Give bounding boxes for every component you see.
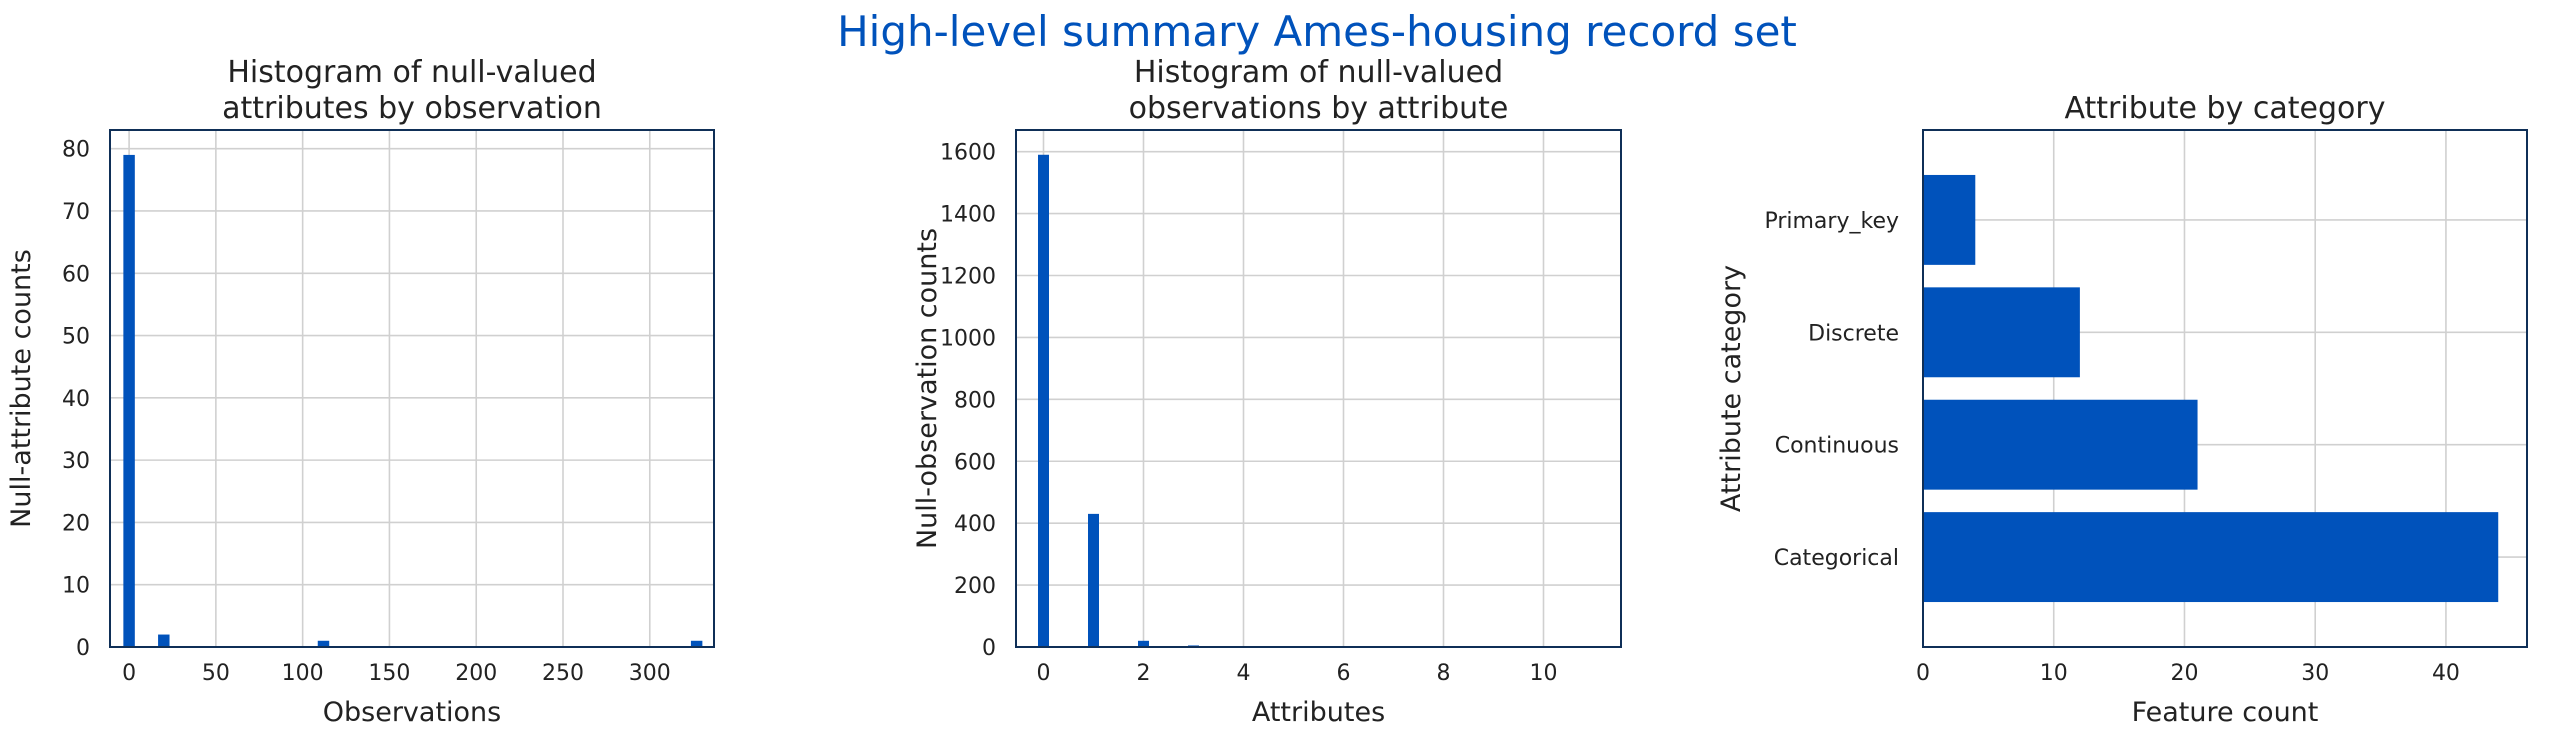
- chart-1-ytick-1: 200: [954, 574, 996, 599]
- chart-0-frame: [109, 129, 715, 648]
- chart-0-xtick-2: 100: [282, 661, 324, 686]
- chart-1-bar-1: [1088, 513, 1099, 647]
- chart-1-title-line-1: observations by attribute: [1129, 91, 1509, 126]
- chart-0-xtick-1: 50: [202, 661, 230, 686]
- chart-0-xtick-5: 250: [542, 661, 584, 686]
- chart-1-frame: [1015, 129, 1622, 648]
- chart-2-xtick-3: 30: [2301, 661, 2329, 686]
- chart-2-ytick-1: Continuous: [1775, 434, 1899, 459]
- chart-1-xtick-3: 6: [1337, 661, 1351, 686]
- chart-0-xtick-6: 300: [629, 661, 671, 686]
- chart-null-observations-by-attribute: 0 2 4 6 8 10 0 200 400 600 800 1000 1200 1400 1600 Attr…: [912, 55, 1622, 728]
- chart-1-title-line-0: Histogram of null-valued: [1134, 55, 1503, 90]
- chart-0-ylabel: Null-attribute counts: [6, 249, 37, 528]
- chart-1-ytick-4: 800: [954, 388, 996, 413]
- chart-0-ytick-7: 70: [62, 200, 90, 225]
- chart-1-bar-0: [1038, 154, 1049, 647]
- chart-1-bar-2: [1138, 640, 1149, 647]
- chart-1-ytick-6: 1200: [940, 265, 996, 290]
- chart-1-xtick-0: 0: [1037, 661, 1051, 686]
- chart-1-xtick-1: 2: [1137, 661, 1151, 686]
- chart-0-ytick-5: 50: [62, 325, 90, 350]
- chart-2-xlabel: Feature count: [2132, 697, 2319, 728]
- chart-0-title-line-1: attributes by observation: [222, 91, 602, 126]
- chart-1-ytick-2: 400: [954, 512, 996, 537]
- chart-0-bar-3: [690, 640, 703, 647]
- chart-2-ytick-2: Discrete: [1808, 321, 1899, 346]
- chart-2-bar-2: [1923, 287, 2080, 378]
- chart-1-xtick-5: 10: [1530, 661, 1558, 686]
- chart-0-bar-2: [317, 640, 330, 647]
- chart-1-ytick-0: 0: [982, 636, 996, 661]
- chart-0-ytick-3: 30: [62, 449, 90, 474]
- chart-2-ylabel: Attribute category: [1716, 265, 1747, 512]
- chart-2-bar-3: [1923, 174, 1976, 265]
- chart-1-xtick-4: 8: [1437, 661, 1451, 686]
- chart-0-xtick-3: 150: [368, 661, 410, 686]
- chart-2-frame: [1922, 129, 2528, 648]
- chart-1-ylabel: Null-observation counts: [912, 228, 943, 549]
- chart-2-xtick-4: 40: [2432, 661, 2460, 686]
- chart-0-bar-1: [158, 634, 170, 647]
- figure-suptitle: High-level summary Ames-housing record s…: [837, 7, 1797, 56]
- chart-2-title-line-0: Attribute by category: [2065, 91, 2386, 126]
- chart-2-xtick-1: 10: [2040, 661, 2068, 686]
- chart-null-attributes-by-observation: 0 50 100 150 200 250 300 0 10 20 30 40 50 60 70 80 Obser…: [6, 55, 715, 728]
- chart-1-ytick-3: 600: [954, 450, 996, 475]
- chart-1-xtick-2: 4: [1237, 661, 1251, 686]
- chart-2-ytick-3: Primary_key: [1764, 209, 1899, 234]
- chart-0-xtick-0: 0: [122, 661, 136, 686]
- chart-0-ytick-1: 10: [62, 574, 90, 599]
- chart-0-ytick-2: 20: [62, 511, 90, 536]
- chart-1-ytick-8: 1600: [940, 141, 996, 166]
- chart-2-ytick-0: Categorical: [1774, 546, 1899, 571]
- chart-0-ytick-6: 60: [62, 262, 90, 287]
- chart-attribute-by-category: 0 10 20 30 40 Categorical Continuous Discrete Pr…: [1716, 91, 2528, 728]
- chart-0-ytick-0: 0: [76, 636, 90, 661]
- chart-2-bar-1: [1923, 399, 2198, 490]
- chart-0-xtick-4: 200: [455, 661, 497, 686]
- chart-0-bar-0: [123, 154, 135, 648]
- chart-1-ytick-5: 1000: [940, 326, 996, 351]
- chart-2-bar-0: [1923, 512, 2499, 603]
- chart-0-title-line-0: Histogram of null-valued: [227, 55, 596, 90]
- chart-0-ytick-8: 80: [62, 138, 90, 163]
- chart-0-xlabel: Observations: [323, 697, 501, 728]
- chart-2-xtick-2: 20: [2170, 661, 2198, 686]
- chart-1-ytick-7: 1400: [940, 203, 996, 228]
- chart-2-xtick-0: 0: [1916, 661, 1930, 686]
- chart-1-xlabel: Attributes: [1252, 697, 1385, 728]
- chart-0-ytick-4: 40: [62, 387, 90, 412]
